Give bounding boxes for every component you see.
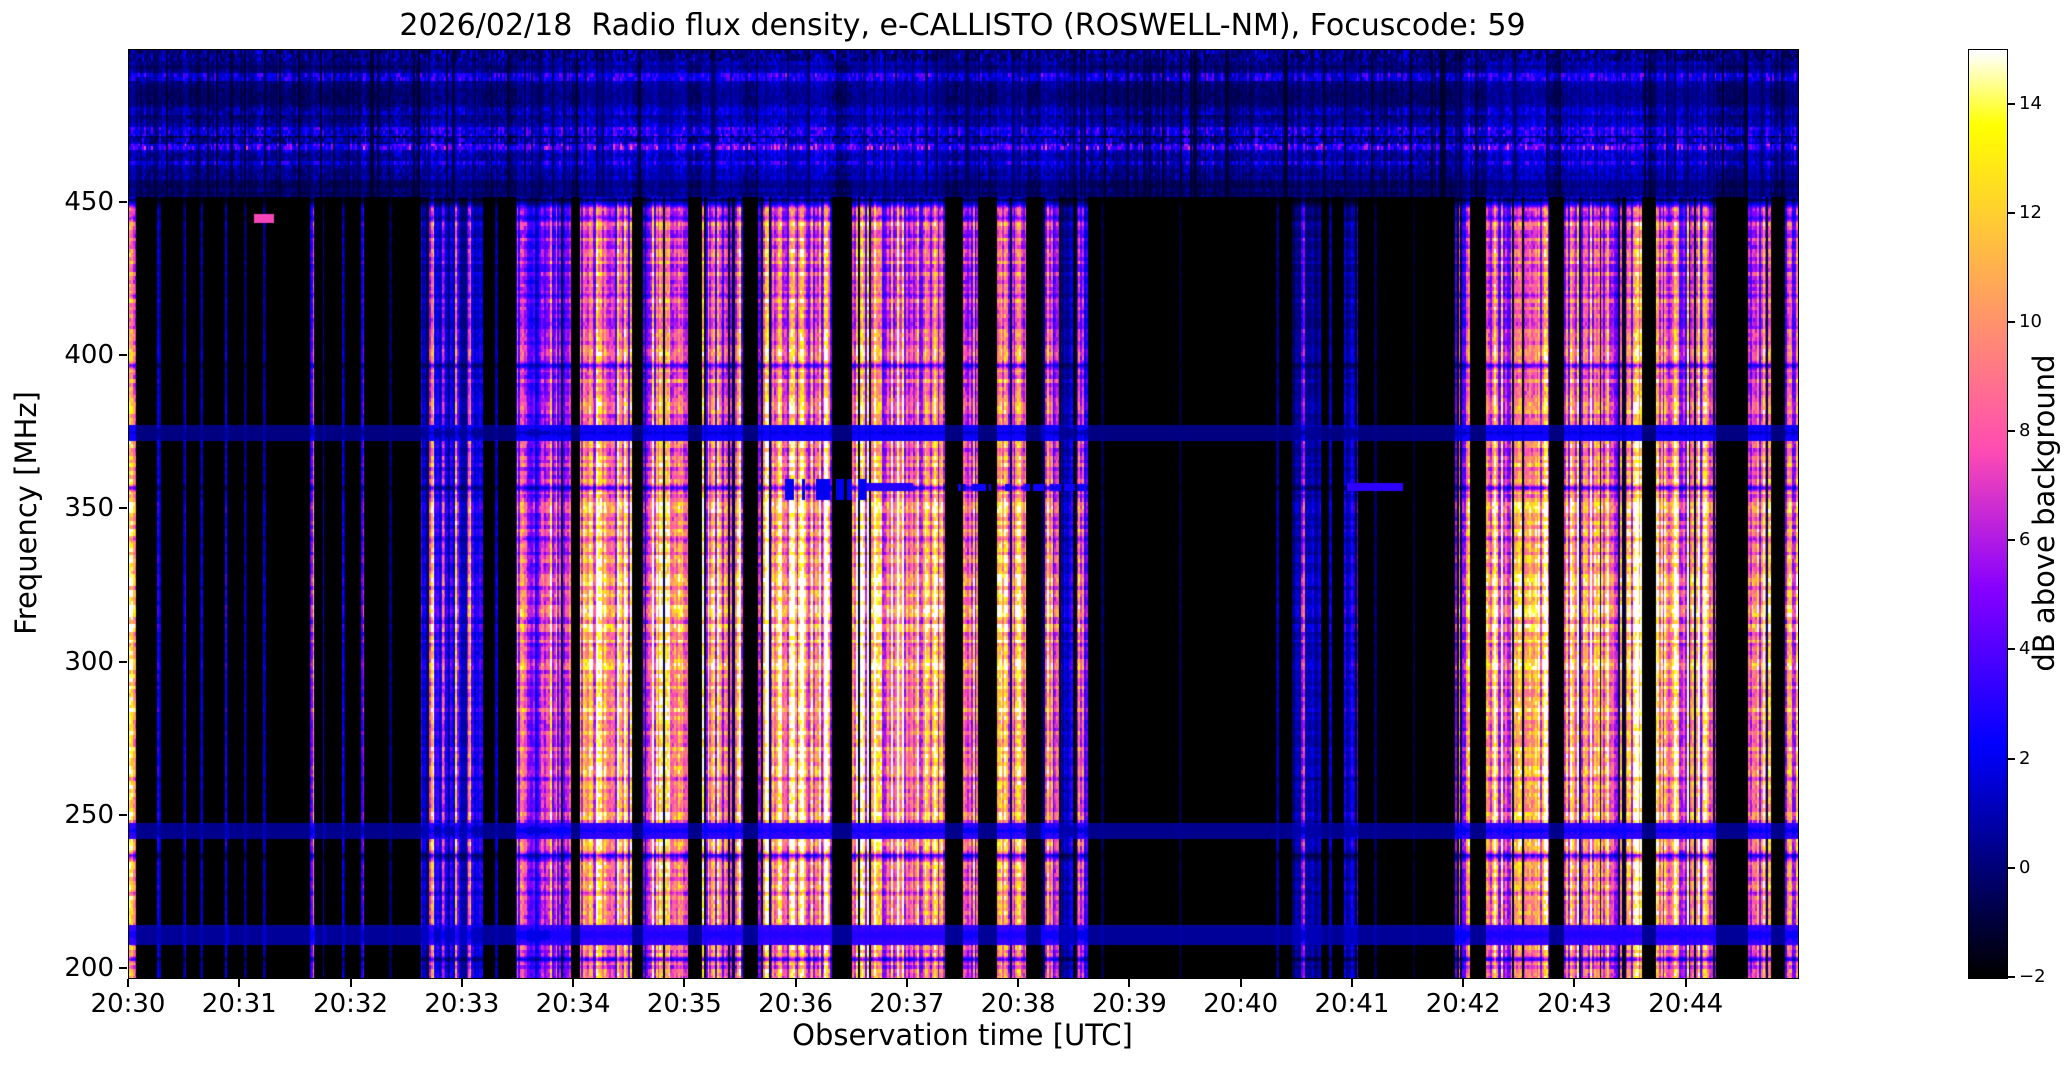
x-tick-label: 20:35 — [646, 989, 722, 1019]
x-axis-label: Observation time [UTC] — [792, 1018, 1133, 1052]
y-tick-label: 200 — [64, 952, 114, 983]
x-tick-mark — [1573, 979, 1576, 987]
colorbar-tick-mark — [2008, 757, 2015, 760]
colorbar-tick-label: 8 — [2019, 420, 2031, 442]
x-tick-mark — [1350, 979, 1353, 987]
colorbar-tick-label: 12 — [2019, 201, 2042, 223]
colorbar-tick-label: 6 — [2019, 529, 2031, 551]
colorbar-tick-label: 4 — [2019, 638, 2031, 660]
x-tick-mark — [1462, 979, 1465, 987]
x-tick-mark — [794, 979, 797, 987]
colorbar-tick-mark — [2008, 866, 2015, 869]
x-tick-label: 20:42 — [1425, 989, 1501, 1019]
x-tick-mark — [1017, 979, 1020, 987]
y-tick-mark — [119, 660, 127, 663]
x-tick-label: 20:38 — [980, 989, 1056, 1019]
colorbar-tick-mark — [2008, 102, 2015, 105]
colorbar-tick-mark — [2008, 648, 2015, 651]
x-tick-label: 20:33 — [424, 989, 500, 1019]
chart-title: 2026/02/18 Radio flux density, e-CALLIST… — [399, 8, 1526, 43]
x-tick-label: 20:43 — [1536, 989, 1612, 1019]
x-tick-mark — [683, 979, 686, 987]
x-tick-mark — [349, 979, 352, 987]
y-tick-mark — [119, 201, 127, 204]
y-tick-mark — [119, 507, 127, 510]
colorbar-tick-label: 14 — [2019, 92, 2042, 114]
x-tick-mark — [905, 979, 908, 987]
x-tick-label: 20:41 — [1314, 989, 1390, 1019]
colorbar-tick-mark — [2008, 430, 2015, 433]
y-tick-mark — [119, 813, 127, 816]
colorbar-tick-mark — [2008, 320, 2015, 323]
x-tick-label: 20:36 — [758, 989, 834, 1019]
x-tick-mark — [1684, 979, 1687, 987]
colorbar — [1968, 49, 2008, 979]
x-tick-label: 20:44 — [1648, 989, 1724, 1019]
y-tick-mark — [119, 354, 127, 357]
x-tick-label: 20:32 — [313, 989, 388, 1019]
y-tick-label: 450 — [64, 187, 114, 218]
x-tick-label: 20:30 — [90, 989, 166, 1019]
x-tick-mark — [460, 979, 463, 987]
x-tick-label: 20:31 — [201, 989, 277, 1019]
x-tick-label: 20:40 — [1203, 989, 1279, 1019]
colorbar-tick-label: 10 — [2019, 310, 2042, 332]
y-tick-label: 350 — [64, 493, 114, 524]
x-tick-mark — [1239, 979, 1242, 987]
colorbar-tick-label: 0 — [2019, 856, 2031, 878]
colorbar-tick-label: 2 — [2019, 747, 2031, 769]
x-tick-label: 20:39 — [1091, 989, 1167, 1019]
y-tick-mark — [119, 966, 127, 969]
colorbar-tick-label: −2 — [2019, 966, 2046, 987]
y-tick-label: 250 — [64, 799, 114, 830]
colorbar-tick-mark — [2008, 539, 2015, 542]
colorbar-gradient-canvas — [1969, 50, 2007, 978]
x-tick-label: 20:37 — [869, 989, 945, 1019]
y-tick-label: 400 — [64, 340, 114, 371]
y-tick-label: 300 — [64, 646, 114, 677]
x-tick-mark — [572, 979, 575, 987]
colorbar-tick-mark — [2008, 211, 2015, 214]
x-tick-mark — [127, 979, 129, 987]
x-tick-mark — [1128, 979, 1131, 987]
colorbar-tick-mark — [2008, 976, 2015, 978]
x-tick-label: 20:34 — [535, 989, 611, 1019]
colorbar-label: dB above background — [2027, 354, 2061, 672]
spectrogram-plot-area — [128, 49, 1799, 979]
x-tick-mark — [238, 979, 241, 987]
spectrogram-canvas — [129, 50, 1798, 978]
